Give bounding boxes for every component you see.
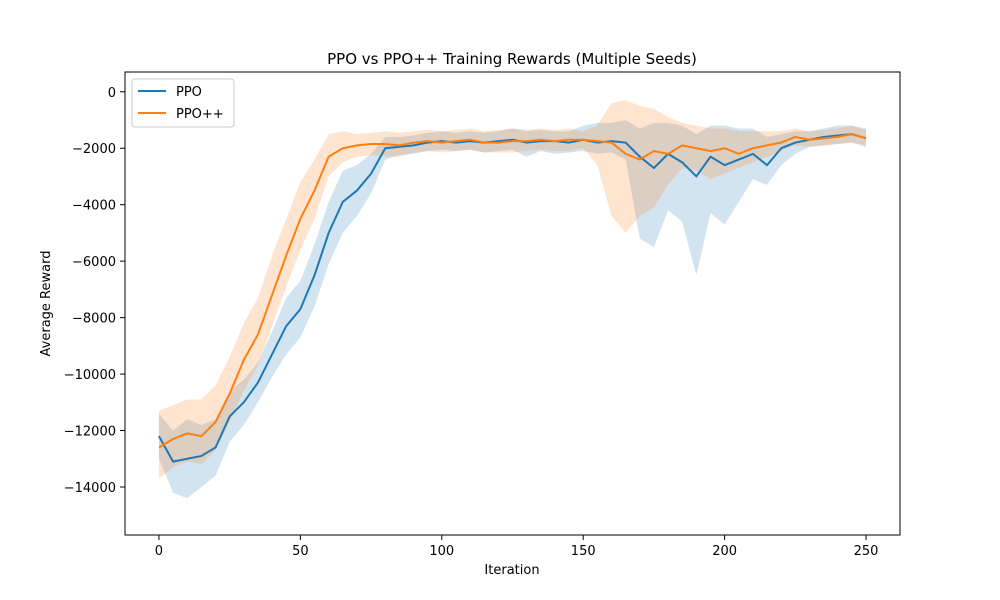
- chart-title: PPO vs PPO++ Training Rewards (Multiple …: [327, 50, 697, 68]
- line-ppo-plus-plus: [158, 133, 867, 449]
- y-tick-label: −8000: [72, 312, 116, 327]
- band-ppo-plus-plus: [158, 100, 867, 479]
- x-tick-label: 50: [292, 544, 309, 559]
- legend-label-ppo-plus-plus: PPO++: [176, 107, 224, 122]
- x-tick-label: 150: [571, 544, 596, 559]
- y-tick-label: −14000: [64, 481, 116, 496]
- x-axis-ticks: 0 50 100 150 200 250: [155, 535, 879, 559]
- legend-label-ppo: PPO: [176, 85, 202, 100]
- y-tick-label: −2000: [72, 142, 116, 157]
- y-tick-label: −6000: [72, 255, 116, 270]
- x-tick-label: 250: [854, 544, 879, 559]
- confidence-bands: [158, 100, 867, 499]
- x-axis-label: Iteration: [484, 563, 539, 578]
- y-tick-label: −4000: [72, 199, 116, 214]
- x-tick-label: 200: [712, 544, 737, 559]
- x-tick-label: 0: [155, 544, 163, 559]
- y-tick-label: 0: [108, 86, 116, 101]
- x-tick-label: 100: [429, 544, 454, 559]
- series-lines: [158, 133, 867, 463]
- y-tick-label: −12000: [64, 425, 116, 440]
- y-tick-label: −10000: [64, 368, 116, 383]
- line-ppo: [158, 133, 867, 463]
- legend: PPO PPO++: [131, 78, 235, 128]
- band-ppo: [158, 119, 867, 499]
- y-axis-ticks: 0 −2000 −4000 −6000 −8000 −10000 −12000 −14000: [64, 86, 125, 496]
- y-axis-label: Average Reward: [39, 251, 54, 357]
- plot-frame: [124, 71, 901, 536]
